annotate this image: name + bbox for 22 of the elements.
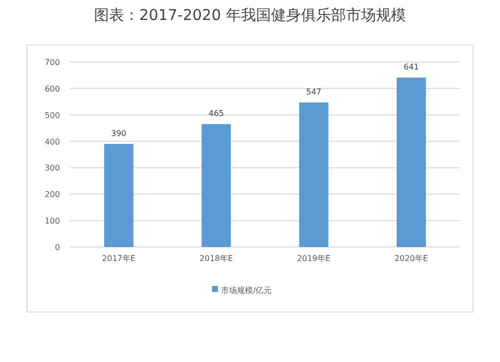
y-tick-label: 300 [44, 164, 60, 173]
bar [104, 144, 134, 247]
bar [396, 78, 426, 247]
bar [299, 102, 328, 247]
bar [202, 124, 231, 247]
data-label: 465 [208, 109, 224, 118]
data-label: 547 [306, 87, 322, 96]
y-tick-label: 0 [54, 243, 60, 252]
y-tick-label: 100 [44, 216, 60, 226]
x-tick-label: 2020年E [394, 254, 428, 263]
y-tick-label: 700 [44, 58, 60, 67]
y-tick-label: 200 [44, 190, 60, 200]
chart-title: 图表：2017-2020 年我国健身俱乐部市场规模 [94, 6, 406, 24]
y-tick-label: 600 [44, 84, 60, 94]
x-tick-label: 2017年E [102, 254, 136, 263]
y-tick-label: 500 [44, 110, 60, 120]
x-tick-label: 2018年E [200, 254, 233, 263]
legend-label: 市场规模/亿元 [221, 286, 272, 295]
x-tick-label: 2019年E [297, 254, 330, 263]
y-tick-label: 400 [44, 137, 60, 146]
data-label: 641 [404, 62, 419, 72]
data-label: 390 [111, 128, 126, 138]
